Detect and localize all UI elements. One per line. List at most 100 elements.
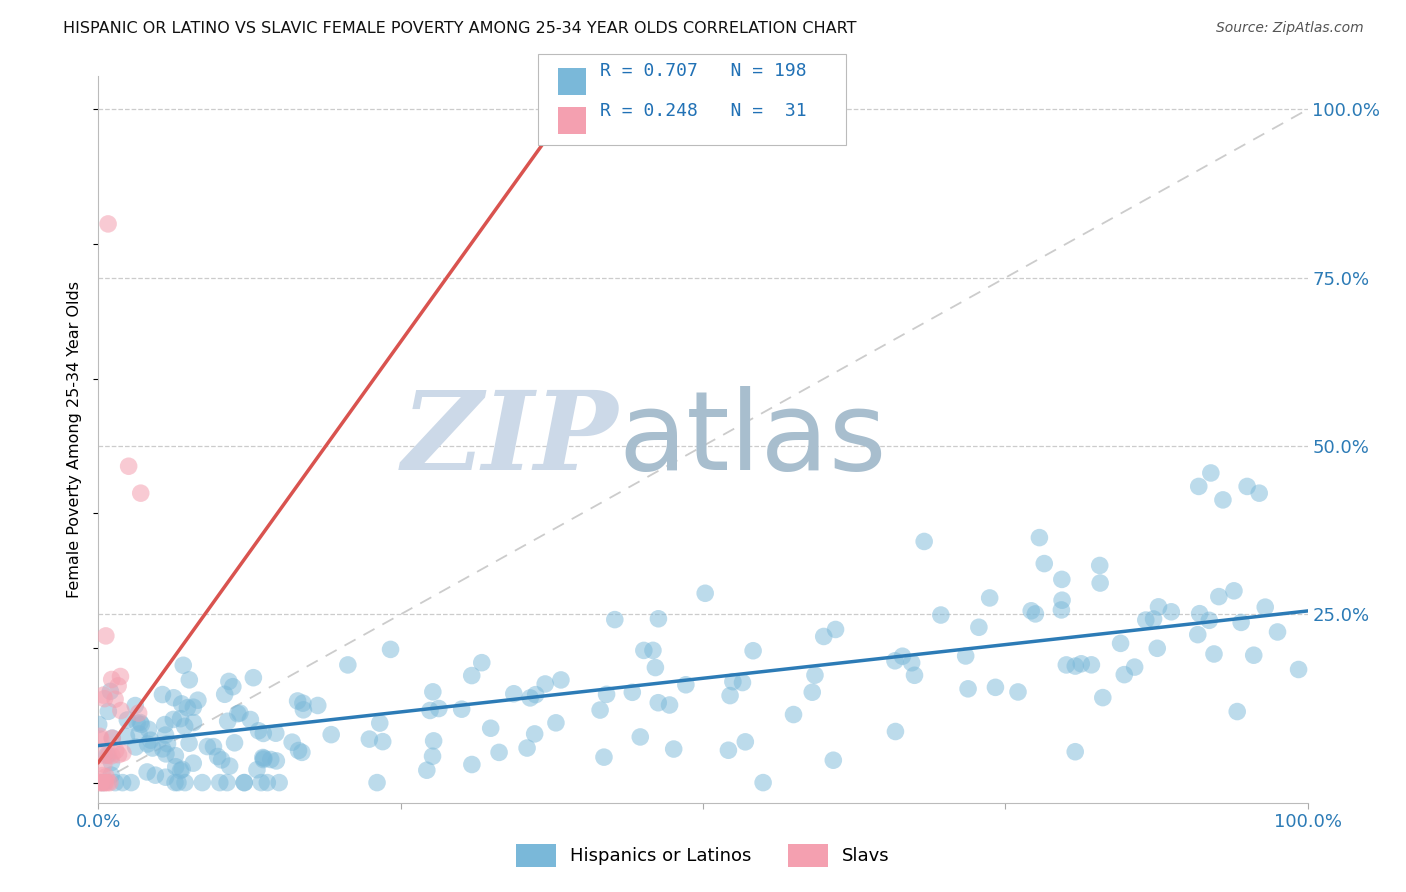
Point [641, 643, 664, 657]
Point [718, 689, 741, 703]
Point [1199, 466, 1222, 480]
Point [165, 760, 187, 774]
Point [177, 736, 200, 750]
Point [152, 688, 174, 702]
Point [107, 679, 129, 693]
Point [101, 748, 124, 763]
Point [128, 727, 150, 741]
Point [1230, 615, 1253, 630]
Point [287, 694, 309, 708]
Point [101, 731, 124, 746]
Point [138, 723, 160, 737]
Point [110, 704, 132, 718]
Point [368, 716, 391, 731]
Point [155, 770, 177, 784]
Point [136, 737, 159, 751]
Point [979, 591, 1001, 605]
Point [1064, 745, 1087, 759]
Point [91, 775, 114, 789]
Point [1064, 659, 1087, 673]
Point [1188, 607, 1211, 621]
Point [471, 656, 494, 670]
Point [461, 668, 484, 682]
Point [252, 726, 274, 740]
Point [253, 751, 276, 765]
Point [658, 698, 681, 712]
Point [97, 217, 120, 231]
Point [1160, 605, 1182, 619]
Point [100, 756, 122, 770]
Point [1024, 607, 1046, 621]
Point [1142, 612, 1164, 626]
Point [90, 732, 112, 747]
Point [422, 734, 444, 748]
Point [155, 747, 177, 761]
Point [307, 698, 329, 713]
Point [519, 690, 541, 705]
Point [117, 713, 139, 727]
Point [366, 775, 388, 789]
Point [153, 717, 176, 731]
Point [359, 732, 381, 747]
Point [1050, 573, 1073, 587]
Point [94, 629, 117, 643]
Point [224, 736, 246, 750]
Point [124, 698, 146, 713]
Point [967, 620, 990, 634]
Point [1198, 613, 1220, 627]
Point [226, 706, 249, 721]
Point [217, 775, 239, 789]
Point [1028, 531, 1050, 545]
Point [929, 607, 952, 622]
Point [229, 706, 252, 720]
Point [427, 701, 450, 715]
Point [824, 623, 846, 637]
Point [523, 727, 546, 741]
Point [91, 768, 114, 782]
Text: Source: ZipAtlas.com: Source: ZipAtlas.com [1216, 21, 1364, 36]
Point [1243, 648, 1265, 663]
Point [633, 643, 655, 657]
Point [170, 697, 193, 711]
Point [156, 737, 179, 751]
Point [187, 693, 209, 707]
Point [127, 716, 149, 731]
Point [1249, 486, 1271, 500]
Point [93, 688, 115, 702]
Point [589, 703, 612, 717]
Point [550, 673, 572, 687]
Point [96, 747, 118, 762]
Point [118, 459, 141, 474]
Point [136, 764, 159, 779]
Text: R = 0.707   N = 198: R = 0.707 N = 198 [600, 62, 807, 80]
Point [1208, 590, 1230, 604]
Point [165, 748, 187, 763]
Point [87, 717, 110, 731]
Point [516, 741, 538, 756]
Point [1070, 657, 1092, 671]
Point [218, 759, 240, 773]
Point [104, 743, 127, 757]
Point [621, 685, 644, 699]
Point [422, 685, 444, 699]
Text: HISPANIC OR LATINO VS SLAVIC FEMALE POVERTY AMONG 25-34 YEAR OLDS CORRELATION CH: HISPANIC OR LATINO VS SLAVIC FEMALE POVE… [63, 21, 856, 37]
Point [94, 775, 117, 789]
Point [207, 749, 229, 764]
Point [1050, 593, 1073, 607]
Point [120, 775, 142, 789]
Point [100, 684, 122, 698]
Point [264, 726, 287, 740]
Point [675, 678, 697, 692]
Point [217, 714, 239, 729]
Point [101, 731, 124, 745]
Point [422, 749, 444, 764]
Point [801, 685, 824, 699]
Point [218, 674, 240, 689]
Point [1147, 599, 1170, 614]
Point [252, 753, 274, 767]
Point [782, 707, 804, 722]
Point [647, 696, 669, 710]
Point [250, 775, 273, 789]
Point [461, 757, 484, 772]
Point [129, 715, 152, 730]
